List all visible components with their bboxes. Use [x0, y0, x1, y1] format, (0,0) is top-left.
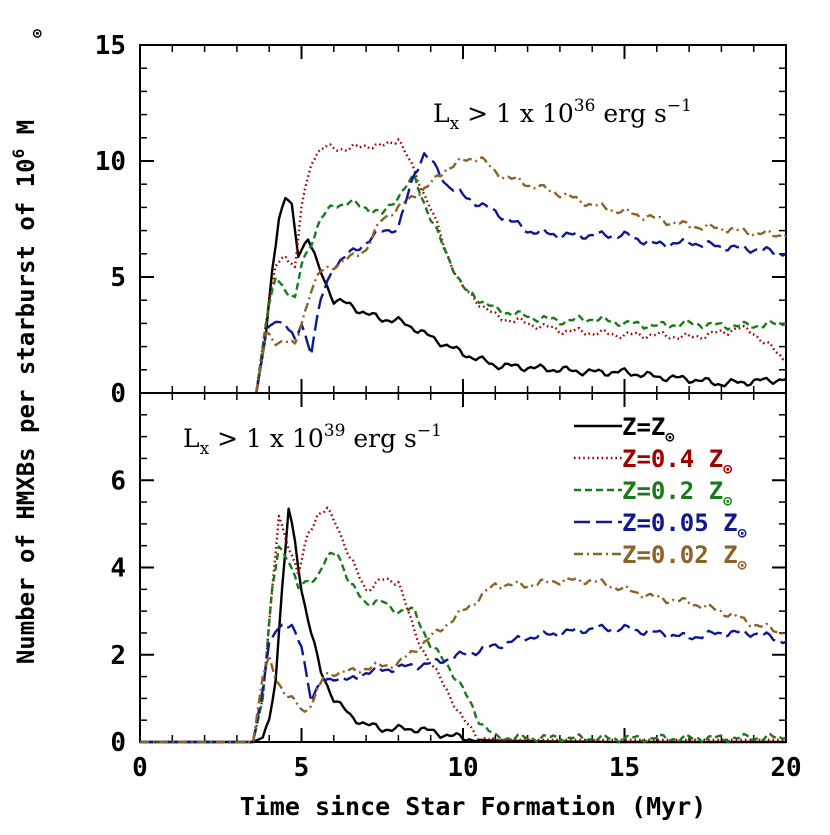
- series-line-top-z02: [255, 173, 787, 394]
- series-line-top-z04: [255, 138, 787, 394]
- x-tick-label: 0: [132, 753, 148, 783]
- y-tick-label-bottom: 4: [110, 554, 126, 584]
- series-line-top-solar: [255, 196, 787, 394]
- panel-annotation-bottom: Lx > 1 x 1039 erg s−1: [183, 421, 442, 459]
- x-axis-label: Time since Star Formation (Myr): [240, 792, 707, 821]
- y-tick-label-top: 15: [95, 31, 126, 61]
- series-line-top-z005: [255, 152, 787, 394]
- y-tick-label-bottom: 0: [110, 728, 126, 758]
- legend-label-z002: Z=0.02 Z⊙: [622, 541, 747, 574]
- panel-annotation-top: Lx > 1 x 1036 erg s−1: [433, 96, 692, 134]
- legend-label-solar: Z=Z⊙: [622, 413, 674, 446]
- x-tick-label: 10: [447, 753, 478, 783]
- y-tick-label-bottom: 6: [110, 466, 126, 496]
- series-line-bottom-z002: [140, 576, 787, 744]
- series-line-bottom-solar: [140, 507, 786, 744]
- y-tick-label-top: 0: [110, 379, 126, 409]
- x-tick-label: 20: [770, 753, 801, 783]
- series-line-bottom-z005: [140, 623, 787, 744]
- y-tick-label-bottom: 2: [110, 641, 126, 671]
- y-axis-label-solar-icon: ⊙: [28, 29, 46, 38]
- x-tick-label: 5: [294, 753, 310, 783]
- y-tick-label-top: 5: [110, 263, 126, 293]
- legend-label-z04: Z=0.4 Z⊙: [622, 445, 732, 478]
- legend-label-z02: Z=0.2 Z⊙: [622, 477, 732, 510]
- series-line-top-z002: [255, 156, 787, 394]
- x-tick-label: 15: [609, 753, 640, 783]
- y-tick-label-top: 10: [95, 147, 126, 177]
- y-axis-label: Number of HMXBs per starburst of 106 M: [9, 120, 40, 664]
- series-line-bottom-z02: [140, 545, 787, 744]
- legend-label-z005: Z=0.05 Z⊙: [622, 509, 747, 542]
